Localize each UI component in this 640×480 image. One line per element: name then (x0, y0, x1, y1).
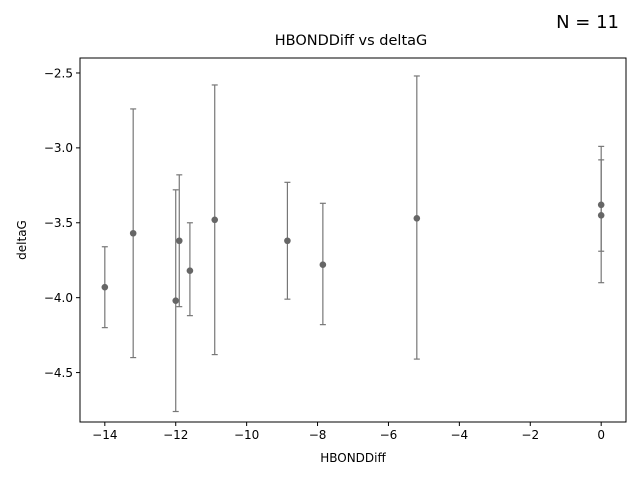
x-axis-label: HBONDDiff (320, 451, 386, 465)
data-point (186, 267, 194, 275)
plot-area (79, 57, 627, 423)
x-tick-label: 0 (597, 428, 605, 442)
x-axis-ticks: −14 −12 −10 −8 −6 −4 −2 0 (92, 422, 605, 442)
x-tick-label: −2 (521, 428, 539, 442)
x-tick-label: −14 (92, 428, 117, 442)
data-point (211, 216, 219, 224)
x-tick-label: −12 (163, 428, 188, 442)
data-point (284, 237, 291, 245)
error-bars (101, 75, 605, 413)
y-tick-label: −3.0 (44, 141, 73, 155)
x-tick-label: −10 (234, 428, 259, 442)
data-point (175, 237, 183, 245)
chart-title: HBONDDiff vs deltaG (275, 33, 428, 49)
data-point (101, 283, 109, 291)
sample-size-label: N = 11 (556, 12, 619, 33)
x-tick-label: −8 (309, 428, 327, 442)
y-tick-label: −4.0 (44, 291, 73, 305)
x-tick-label: −6 (380, 428, 398, 442)
data-point (319, 261, 327, 269)
data-point (129, 229, 137, 237)
data-point (597, 211, 605, 219)
data-point (597, 201, 605, 209)
y-tick-label: −3.5 (44, 216, 73, 230)
y-tick-label: −4.5 (44, 366, 73, 380)
y-tick-label: −2.5 (44, 66, 73, 80)
data-point (172, 297, 180, 304)
y-axis-ticks: −2.5 −3.0 −3.5 −4.0 −4.5 (44, 66, 80, 380)
y-axis-label: deltaG (15, 220, 29, 260)
data-point (413, 214, 421, 222)
x-tick-label: −4 (451, 428, 469, 442)
data-points (101, 201, 605, 304)
